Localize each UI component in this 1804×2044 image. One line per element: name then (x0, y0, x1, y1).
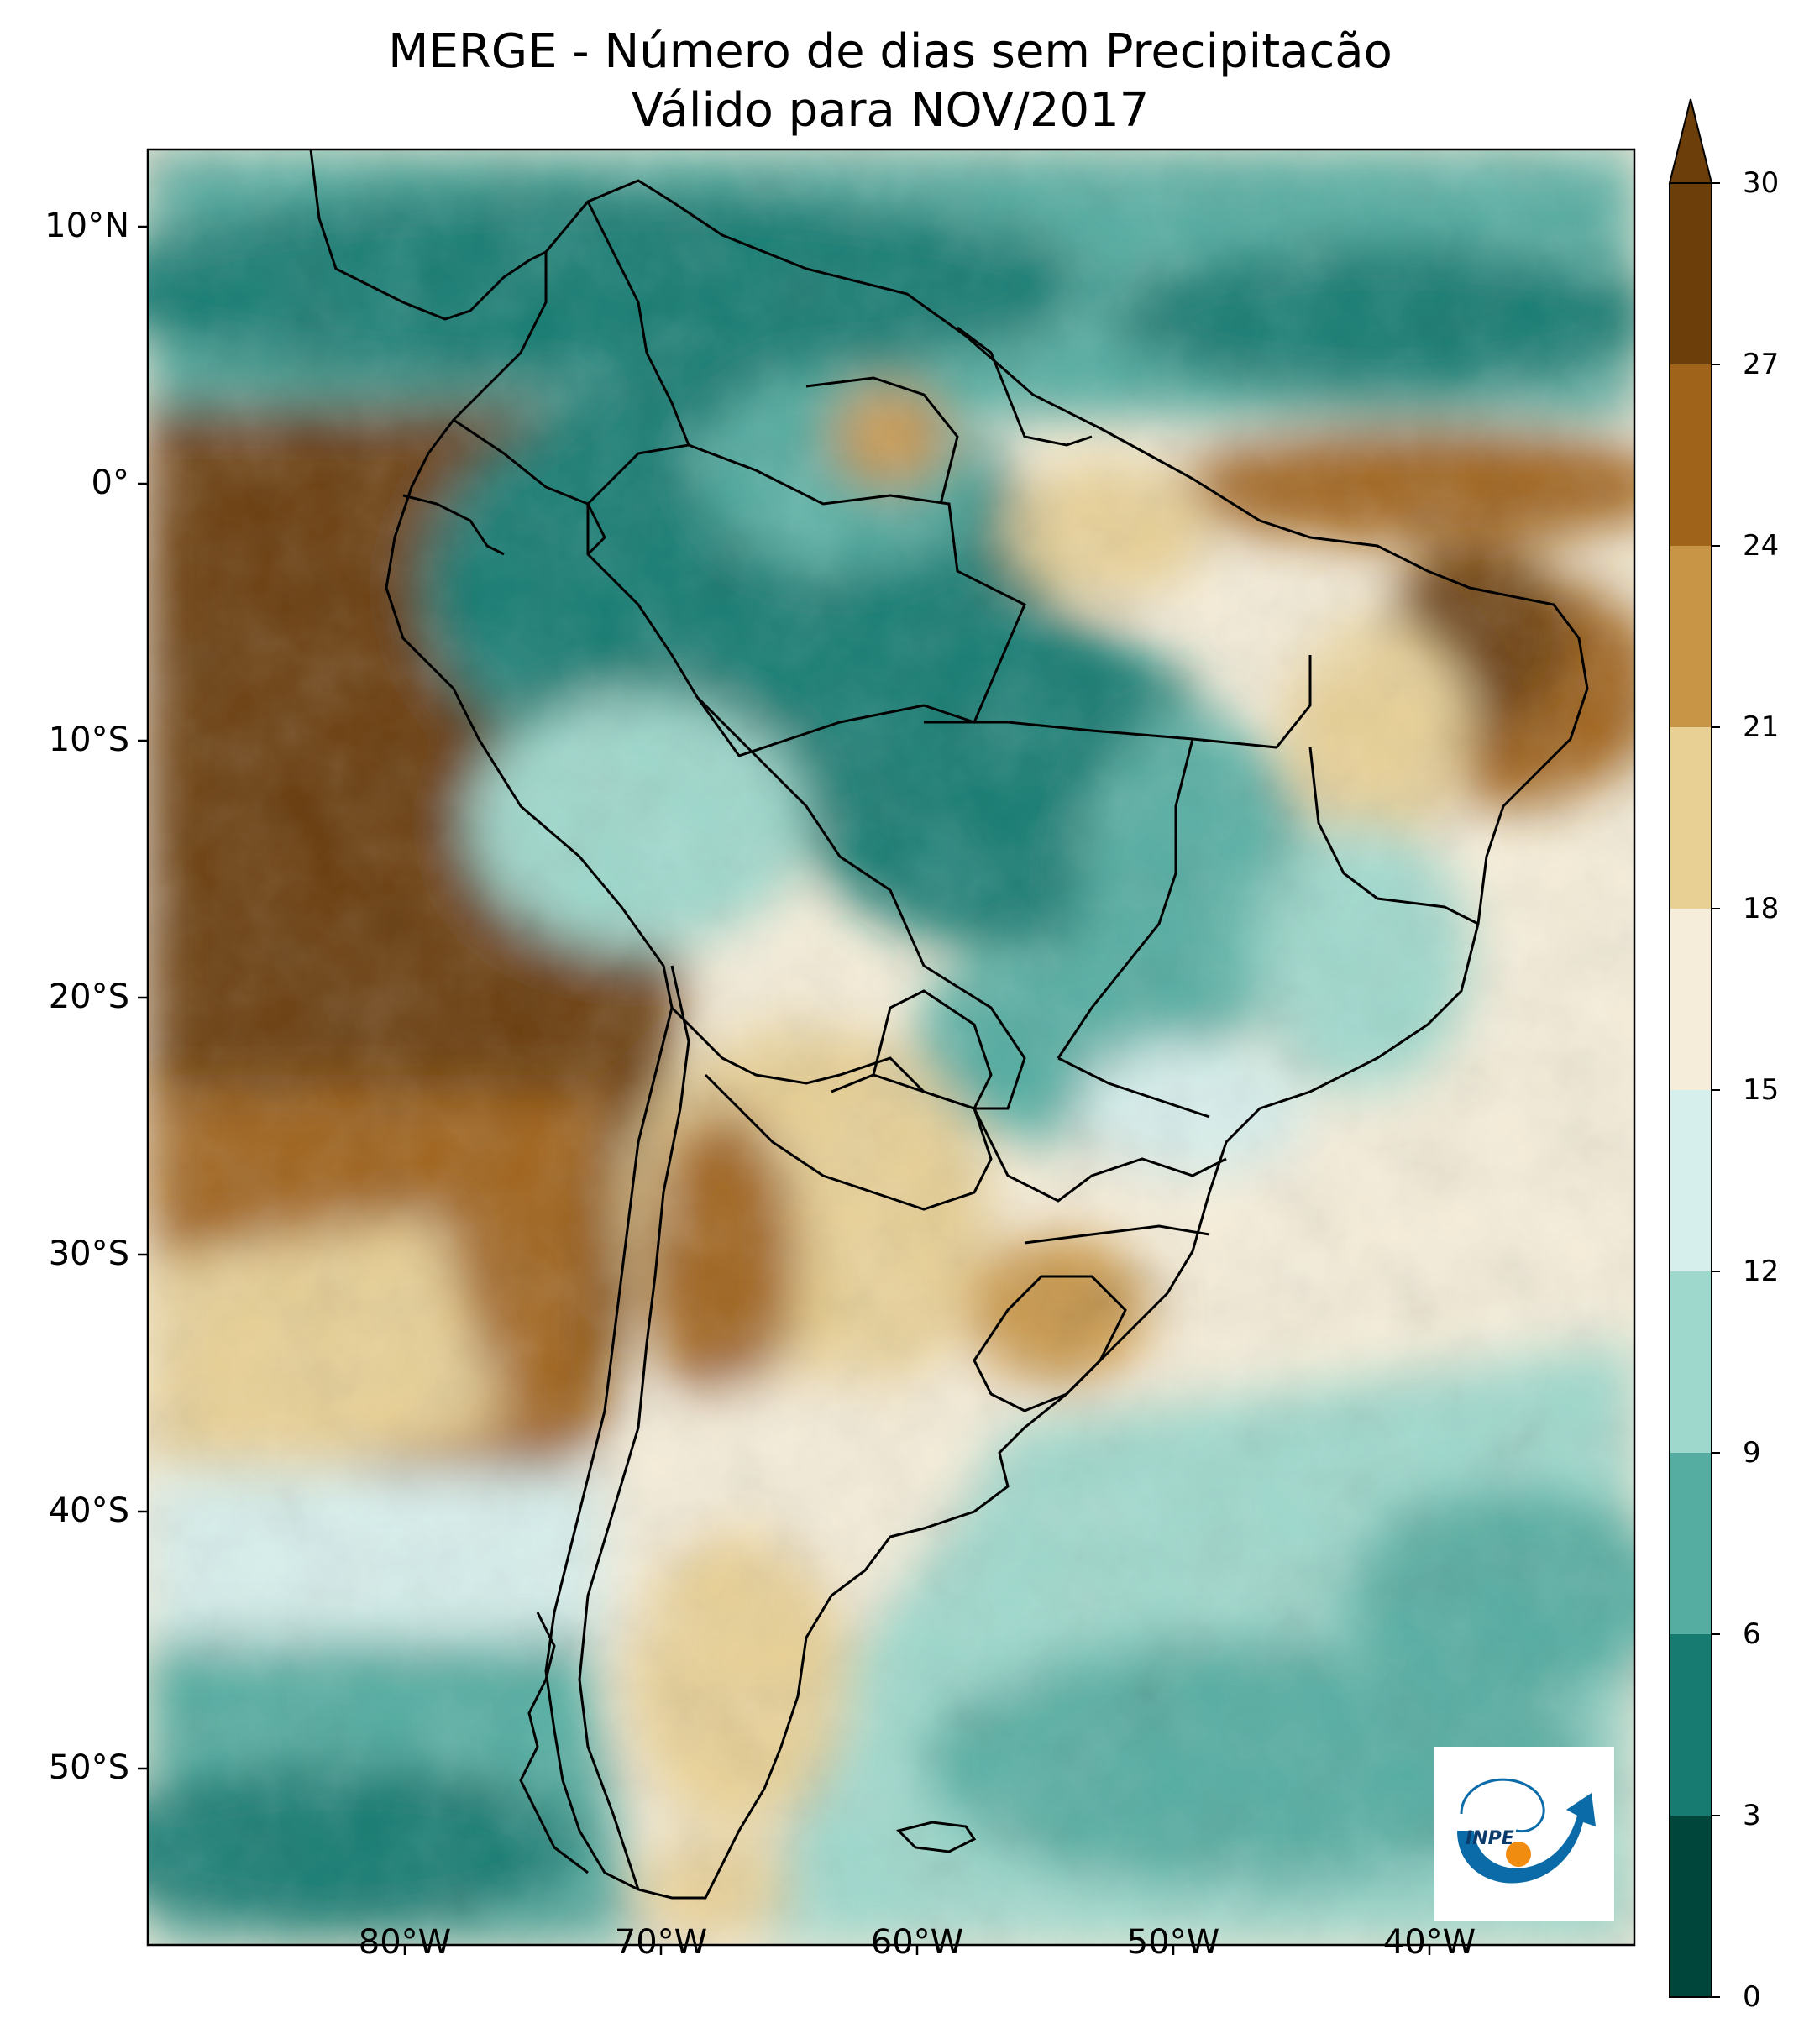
inpe-logo-text: INPE (1466, 1828, 1514, 1849)
colorbar-tick-label: 21 (1743, 710, 1780, 744)
colorbar-tick-label: 0 (1743, 1980, 1761, 2014)
inpe-logo-icon (1460, 1778, 1545, 1833)
interior-border-4 (1308, 747, 1479, 925)
lat-tick-label: 10°S (48, 721, 129, 759)
venezuela-colombia-border (586, 201, 690, 446)
ecuador-border (402, 494, 505, 556)
colorbar-tick-label: 24 (1743, 529, 1780, 563)
guiana-border (805, 376, 959, 505)
bolivia-border (670, 1006, 993, 1211)
uruguay-border (973, 1275, 1127, 1412)
colorbar-segment (1670, 909, 1712, 1090)
colorbar-extend-arrow (1668, 98, 1713, 184)
interior-border-5 (1057, 1056, 1210, 1119)
colorbar-segment (1670, 183, 1712, 364)
lon-tick-label: 60°W (870, 1923, 964, 1962)
colorbar-tick-label: 15 (1743, 1073, 1780, 1107)
lon-tick-label: 50°W (1126, 1923, 1220, 1962)
lat-tick-label: 50°S (48, 1748, 129, 1787)
colorbar-segment (1670, 1453, 1712, 1634)
colorbar-segment (1670, 1271, 1712, 1453)
patagonia-islands (519, 1612, 589, 1874)
andes-border (578, 965, 690, 1890)
guiana-border-2 (957, 326, 1093, 447)
colorbar-tick-label: 18 (1743, 892, 1780, 925)
colorbar-tick-label: 27 (1743, 348, 1780, 381)
colorbar-tick-label: 3 (1743, 1799, 1761, 1832)
colorbar-segment (1670, 1634, 1712, 1816)
colorbar-tick-label: 12 (1743, 1255, 1780, 1288)
paraguay-border (872, 989, 993, 1109)
colorbar-tick-label: 6 (1743, 1617, 1761, 1651)
interior-border-6 (973, 1108, 1227, 1203)
interior-border-3 (1057, 738, 1194, 1059)
colorbar-segment (1670, 727, 1712, 909)
coastline-borders (309, 149, 1589, 1900)
falklands-outline (896, 1821, 977, 1853)
colorbar-tick-label: 30 (1743, 166, 1780, 200)
colombia-peru-border (453, 418, 606, 556)
lat-tick-label: 40°S (48, 1491, 129, 1530)
lat-tick-label: 0° (91, 464, 129, 502)
interior-border-7 (1024, 1224, 1210, 1245)
colorbar-tick-label: 9 (1743, 1436, 1761, 1470)
colorbar-segment (1670, 546, 1712, 727)
lat-tick-label: 20°S (48, 977, 129, 1016)
colorbar-segment (1670, 364, 1712, 546)
precipitation-field (148, 149, 1634, 1945)
continent-outline (385, 179, 1589, 1900)
lat-tick-label: 30°S (48, 1234, 129, 1273)
lat-tick-label: 10°N (45, 207, 129, 245)
central-america-outline (309, 149, 547, 321)
lon-tick-label: 40°W (1382, 1923, 1476, 1962)
colorbar-segment (1670, 1090, 1712, 1271)
axis-ticks (138, 225, 1431, 1955)
lon-tick-label: 80°W (358, 1923, 452, 1962)
map-title: MERGE - Número de dias sem Precipitacão (388, 24, 1392, 79)
colorbar (1668, 98, 1720, 1998)
colorbar-segment (1670, 1816, 1712, 1997)
map-subtitle: Válido para NOV/2017 (631, 83, 1150, 138)
inpe-logo: INPE (1434, 1747, 1614, 1921)
map-frame (146, 148, 1636, 1947)
lon-tick-label: 70°W (614, 1923, 708, 1962)
